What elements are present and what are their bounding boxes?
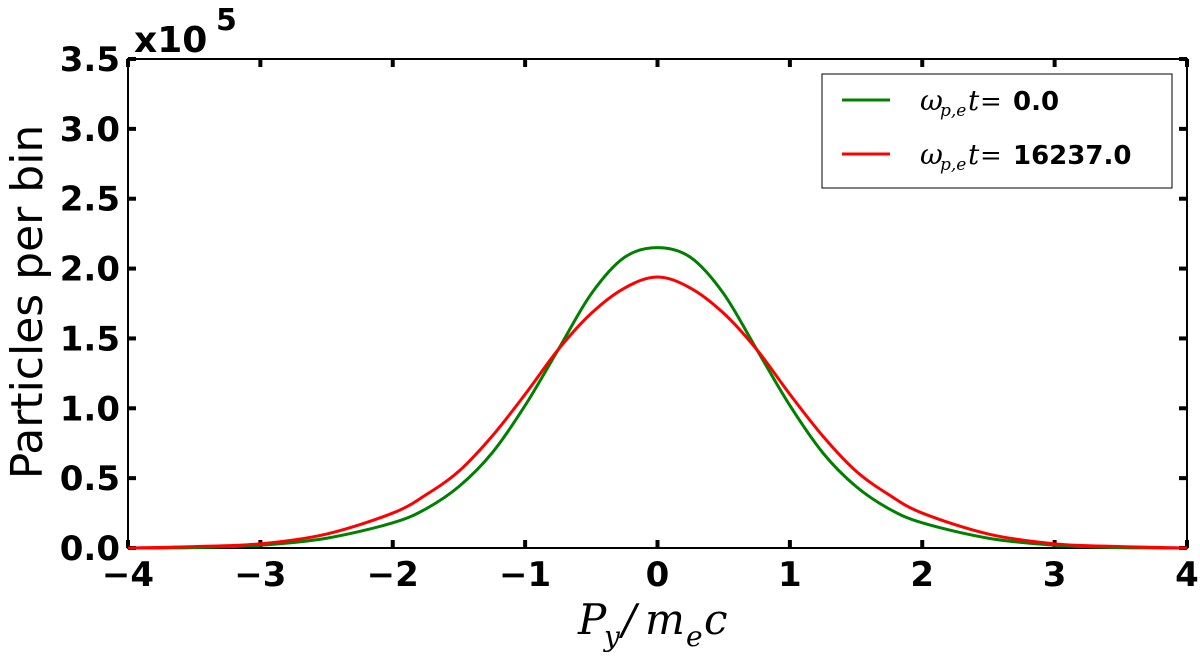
series-line-0 (127, 246, 1188, 550)
svg-text:p,e: p,e (940, 155, 966, 175)
svg-text:c: c (704, 595, 728, 644)
svg-text:16237.0: 16237.0 (1013, 141, 1131, 171)
legend-label-1: ωp,e t = 16237.0 (920, 138, 1131, 175)
svg-text:p,e: p,e (940, 101, 966, 121)
svg-text:ω: ω (920, 138, 943, 171)
x-tick-label: 4 (1175, 555, 1199, 595)
x-tick-label: −4 (102, 555, 154, 595)
x-tick-label: −3 (234, 555, 286, 595)
svg-text:t: t (968, 84, 980, 117)
legend-box (821, 73, 1173, 189)
y-tick-label: 3.0 (60, 110, 120, 150)
x-tick-label: −1 (499, 555, 551, 595)
svg-text:/: / (618, 595, 640, 644)
svg-text:x10: x10 (134, 20, 207, 61)
y-tick-label: 3.5 (60, 40, 120, 80)
svg-text:e: e (686, 620, 703, 653)
svg-text:m: m (645, 595, 685, 644)
legend-label-0: ωp,e t = 0.0 (920, 84, 1059, 121)
x-tick-label: 1 (778, 555, 802, 595)
y-tick-label: 1.5 (60, 319, 120, 359)
svg-text:5: 5 (216, 3, 237, 38)
series-line-1 (127, 275, 1188, 550)
y-tick-label: 2.0 (60, 250, 120, 290)
svg-text:=: = (980, 87, 1002, 117)
x-tick-label: −2 (367, 555, 419, 595)
x-axis-label: P y / m e c (577, 595, 728, 653)
svg-text:=: = (980, 141, 1002, 171)
y-multiplier: x10 5 (134, 3, 237, 61)
y-tick-label: 0.0 (60, 529, 120, 569)
x-tick-label: 3 (1043, 555, 1067, 595)
y-tick-label: 2.5 (60, 180, 120, 220)
svg-text:ω: ω (920, 84, 943, 117)
svg-text:y: y (602, 620, 621, 653)
x-tick-label: 2 (910, 555, 934, 595)
legend: ωp,e t = 0.0ωp,e t = 16237.0 (821, 73, 1173, 189)
y-tick-label: 0.5 (60, 459, 120, 499)
svg-text:P: P (577, 595, 607, 644)
x-tick-label: 0 (646, 555, 670, 595)
tick-labels: −4 −3 −2 −1 0 1 2 3 4 0.0 0.5 1.0 1.5 2.0 2.5 3.0 3.5 (60, 40, 1199, 595)
svg-text:t: t (968, 138, 980, 171)
svg-text:0.0: 0.0 (1013, 87, 1059, 117)
series-lines (127, 246, 1188, 550)
y-tick-label: 1.0 (60, 389, 120, 429)
y-axis-label: Particles per bin (2, 125, 53, 480)
